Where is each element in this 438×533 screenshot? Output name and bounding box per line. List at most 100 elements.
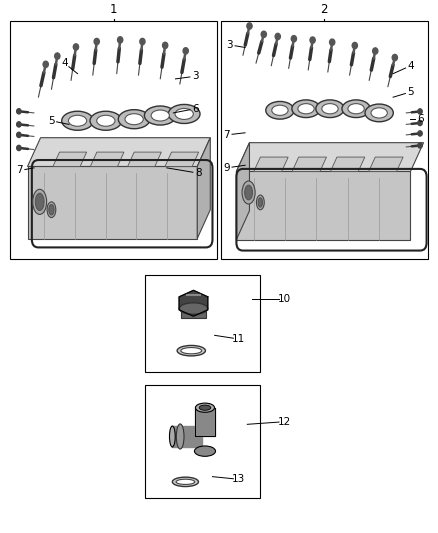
Polygon shape <box>179 290 208 316</box>
Ellipse shape <box>49 205 54 215</box>
Circle shape <box>275 34 280 39</box>
Ellipse shape <box>181 348 202 354</box>
Polygon shape <box>53 152 87 166</box>
Circle shape <box>247 23 252 29</box>
Ellipse shape <box>97 115 115 126</box>
Circle shape <box>17 146 21 150</box>
Ellipse shape <box>33 189 47 214</box>
Circle shape <box>162 42 168 49</box>
Circle shape <box>43 61 48 68</box>
Polygon shape <box>330 157 365 172</box>
Text: 6: 6 <box>192 104 198 114</box>
Ellipse shape <box>272 105 288 115</box>
Ellipse shape <box>118 110 150 128</box>
Text: 7: 7 <box>223 130 230 140</box>
Ellipse shape <box>242 181 255 204</box>
Polygon shape <box>127 152 161 166</box>
Circle shape <box>418 131 422 136</box>
Polygon shape <box>254 157 288 172</box>
Ellipse shape <box>90 111 122 130</box>
Text: 5: 5 <box>407 87 414 97</box>
Polygon shape <box>292 157 326 172</box>
Ellipse shape <box>176 479 195 484</box>
Ellipse shape <box>365 104 393 122</box>
Ellipse shape <box>151 110 170 121</box>
Bar <box>10 21 217 260</box>
Polygon shape <box>172 426 202 447</box>
Text: 10: 10 <box>278 294 291 304</box>
Text: 1: 1 <box>110 3 117 16</box>
Circle shape <box>373 48 378 54</box>
Ellipse shape <box>316 100 344 118</box>
Ellipse shape <box>179 303 208 314</box>
Polygon shape <box>165 152 199 166</box>
Text: 3: 3 <box>226 40 233 50</box>
Ellipse shape <box>195 403 215 413</box>
Bar <box>145 275 260 372</box>
Ellipse shape <box>177 424 184 449</box>
Circle shape <box>392 54 397 61</box>
Bar <box>181 307 205 319</box>
Text: 4: 4 <box>61 58 68 68</box>
Text: 8: 8 <box>195 168 201 178</box>
Polygon shape <box>237 172 410 239</box>
Polygon shape <box>237 143 250 239</box>
Text: 9: 9 <box>223 163 230 173</box>
Ellipse shape <box>35 193 44 211</box>
Text: 6: 6 <box>417 114 424 124</box>
Ellipse shape <box>298 103 314 114</box>
Ellipse shape <box>170 426 175 447</box>
Ellipse shape <box>62 111 93 130</box>
Circle shape <box>73 44 78 50</box>
Circle shape <box>94 38 99 45</box>
Ellipse shape <box>245 185 253 200</box>
Text: 11: 11 <box>232 334 245 344</box>
Text: 4: 4 <box>407 61 414 71</box>
Circle shape <box>117 37 123 43</box>
Text: 7: 7 <box>16 165 23 175</box>
Polygon shape <box>237 143 424 172</box>
Polygon shape <box>369 157 403 172</box>
Ellipse shape <box>68 115 87 126</box>
Ellipse shape <box>371 108 387 118</box>
Text: 3: 3 <box>192 71 198 81</box>
Bar <box>145 385 260 498</box>
Ellipse shape <box>168 104 200 124</box>
Ellipse shape <box>258 198 262 207</box>
Ellipse shape <box>125 114 143 125</box>
Ellipse shape <box>342 100 370 118</box>
Ellipse shape <box>292 100 320 118</box>
Polygon shape <box>195 408 215 437</box>
Polygon shape <box>197 138 210 239</box>
Circle shape <box>418 109 422 114</box>
Ellipse shape <box>145 106 176 125</box>
Text: 5: 5 <box>48 116 55 126</box>
Circle shape <box>17 132 21 138</box>
Circle shape <box>352 43 357 49</box>
Text: 2: 2 <box>321 3 328 16</box>
Polygon shape <box>90 152 124 166</box>
Polygon shape <box>28 166 197 239</box>
Circle shape <box>418 120 422 126</box>
Circle shape <box>17 109 21 114</box>
Ellipse shape <box>256 195 264 210</box>
Ellipse shape <box>266 101 294 119</box>
Circle shape <box>140 38 145 45</box>
Ellipse shape <box>348 103 364 114</box>
Circle shape <box>183 48 188 54</box>
Ellipse shape <box>175 108 193 119</box>
Ellipse shape <box>172 477 198 487</box>
Circle shape <box>329 39 335 45</box>
Ellipse shape <box>177 345 205 356</box>
Circle shape <box>310 37 315 43</box>
Text: 12: 12 <box>278 417 291 427</box>
Ellipse shape <box>47 202 56 217</box>
Circle shape <box>418 143 422 148</box>
Circle shape <box>261 31 266 37</box>
Ellipse shape <box>199 405 211 410</box>
Ellipse shape <box>194 446 215 456</box>
Text: 13: 13 <box>232 474 245 484</box>
Ellipse shape <box>322 103 338 114</box>
Polygon shape <box>28 138 210 166</box>
Bar <box>221 21 428 260</box>
